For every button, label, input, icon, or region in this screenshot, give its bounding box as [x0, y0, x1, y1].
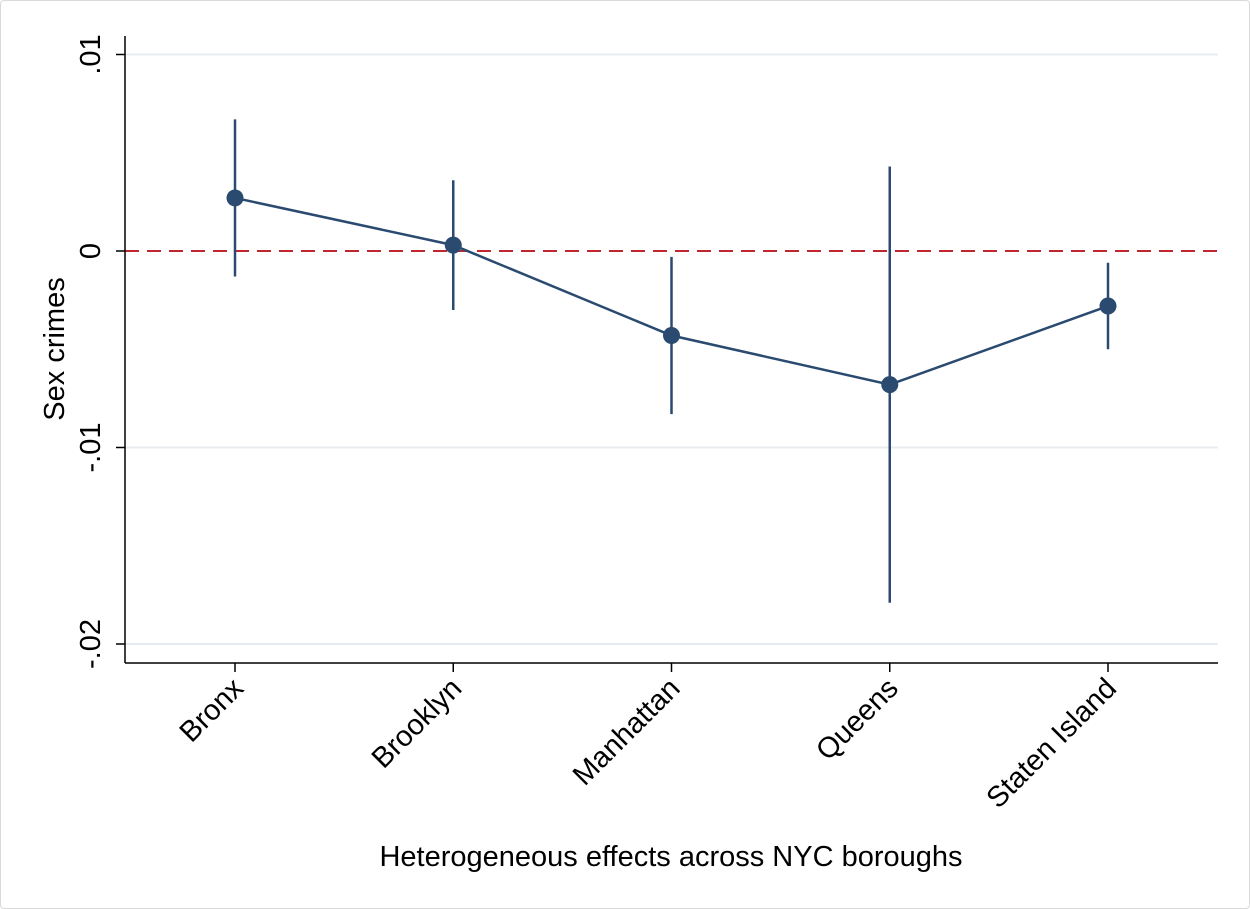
- y-tick-label: -.01: [75, 423, 107, 473]
- x-tick-label: Manhattan: [567, 672, 687, 792]
- y-tick-label: 0: [75, 243, 107, 259]
- y-tick-label: -.02: [75, 619, 107, 669]
- estimate-point-brooklyn: [444, 236, 462, 254]
- x-axis-title: Heterogeneous effects across NYC borough…: [379, 841, 962, 873]
- x-tick-label: Brooklyn: [366, 672, 468, 774]
- y-tick-label: .01: [75, 34, 107, 74]
- x-tick-label: Bronx: [174, 672, 251, 749]
- x-tick-label: Queens: [810, 672, 904, 766]
- x-tick-label: Staten Island: [981, 672, 1123, 814]
- estimate-point-queens: [881, 376, 899, 394]
- estimate-point-staten-island: [1099, 297, 1117, 315]
- y-axis-title: Sex crimes: [39, 277, 71, 420]
- estimate-point-bronx: [226, 189, 244, 207]
- estimate-point-manhattan: [663, 326, 680, 344]
